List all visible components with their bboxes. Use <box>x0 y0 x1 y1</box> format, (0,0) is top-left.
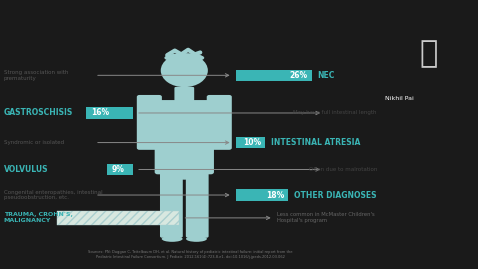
Text: INTESTINAL ATRESIA: INTESTINAL ATRESIA <box>271 138 360 147</box>
Text: Sources: PN: Duggan C, Teitelbaum DH, et al. Natural history of pediatric intest: Sources: PN: Duggan C, Teitelbaum DH, et… <box>88 250 292 259</box>
Text: OTHER DIAGNOSES: OTHER DIAGNOSES <box>294 190 377 200</box>
Text: 9%: 9% <box>111 165 124 174</box>
Text: VOLVULUS: VOLVULUS <box>4 165 48 174</box>
Text: May have full intestinal length: May have full intestinal length <box>293 111 377 115</box>
Text: Often due to malrotation: Often due to malrotation <box>309 167 377 172</box>
Circle shape <box>161 54 208 87</box>
Text: 10%: 10% <box>243 138 261 147</box>
Bar <box>107 164 133 175</box>
Text: Syndromic or isolated: Syndromic or isolated <box>4 140 64 145</box>
Bar <box>57 211 179 225</box>
Text: Pediatric IF occurs in ~2% of all NICU admissions; Intestinal resection: Pediatric IF occurs in ~2% of all NICU a… <box>7 8 347 16</box>
FancyBboxPatch shape <box>155 100 214 174</box>
Text: TRAUMA, CROHN'S,
MALIGNANCY: TRAUMA, CROHN'S, MALIGNANCY <box>4 213 73 223</box>
Bar <box>236 189 288 201</box>
Text: leading to short bowel syndrome is the most common cause.: leading to short bowel syndrome is the m… <box>7 21 304 30</box>
Bar <box>86 107 133 119</box>
FancyBboxPatch shape <box>137 95 162 150</box>
Text: Congenital enteropathies, intestinal
pseudoobstruction, etc.: Congenital enteropathies, intestinal pse… <box>4 190 102 200</box>
FancyBboxPatch shape <box>160 170 183 238</box>
Text: 26%: 26% <box>290 71 308 80</box>
Bar <box>236 70 312 81</box>
Text: Strong association with
prematurity: Strong association with prematurity <box>4 70 68 81</box>
Text: Less common in McMaster Children's
Hospital's program: Less common in McMaster Children's Hospi… <box>277 213 375 223</box>
Bar <box>236 137 265 148</box>
Text: GASTROSCHISIS: GASTROSCHISIS <box>4 108 73 118</box>
FancyBboxPatch shape <box>186 170 208 238</box>
Ellipse shape <box>162 236 183 242</box>
Text: 👤: 👤 <box>420 39 438 68</box>
Text: NEC: NEC <box>317 71 335 80</box>
Text: 16%: 16% <box>91 108 109 118</box>
Text: Nikhil Pai: Nikhil Pai <box>385 96 413 101</box>
FancyBboxPatch shape <box>206 95 232 150</box>
FancyBboxPatch shape <box>174 87 194 104</box>
Ellipse shape <box>186 236 207 242</box>
Ellipse shape <box>164 53 204 63</box>
Text: 18%: 18% <box>266 190 284 200</box>
Ellipse shape <box>160 164 209 180</box>
